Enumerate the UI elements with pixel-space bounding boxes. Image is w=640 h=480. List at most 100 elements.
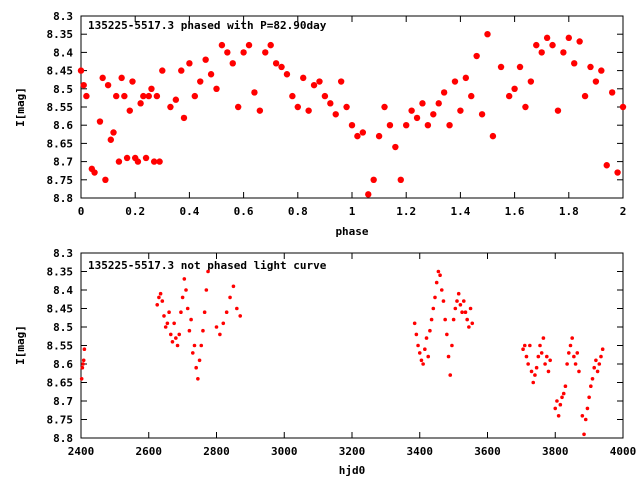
data-point [598, 67, 605, 74]
data-point [123, 154, 131, 162]
y-tick-label: 8.5 [53, 83, 73, 96]
data-point [172, 96, 180, 103]
data-point [467, 325, 471, 329]
data-point [468, 306, 473, 311]
data-point [439, 288, 444, 292]
data-point [549, 41, 556, 49]
data-point [170, 340, 175, 344]
data-point [96, 118, 104, 125]
data-point [179, 310, 183, 315]
data-point [403, 122, 410, 129]
data-point [81, 362, 85, 366]
data-point [148, 85, 155, 93]
data-point [107, 136, 115, 143]
data-point [558, 402, 563, 407]
unphased-light-curve-panel: 135225-5517.3 not phased light curve hjd… [14, 247, 636, 477]
data-point [585, 406, 590, 411]
data-point [587, 63, 594, 71]
data-point [461, 299, 466, 303]
data-point [204, 288, 209, 292]
data-point [157, 295, 161, 300]
y-tick-label: 8.45 [47, 303, 74, 316]
data-point [218, 332, 222, 337]
y-tick-label: 8.3 [53, 247, 73, 260]
data-point [199, 343, 204, 348]
data-point [359, 129, 367, 136]
data-point [137, 100, 144, 107]
data-point [180, 114, 188, 122]
data-point [245, 41, 253, 49]
data-point [91, 169, 98, 176]
data-point [256, 107, 264, 114]
data-point [589, 384, 593, 389]
x-tick-label: 0.2 [125, 205, 145, 218]
data-point [354, 132, 361, 140]
data-point [421, 362, 425, 366]
data-point [294, 103, 301, 111]
x-tick-label: 0.8 [288, 205, 308, 218]
y-tick-label: 8.5 [53, 321, 73, 334]
tick-group: 0 0.2 0.4 0.6 0.8 1 1.2 1.4 1.6 1.8 2 8.3 8.35 8.4 8.4… [47, 10, 627, 218]
data-point [167, 310, 171, 315]
y-axis-title: I[mag] [14, 325, 27, 365]
data-point [478, 111, 486, 118]
data-point [202, 56, 209, 63]
chart-title: 135225-5517.3 phased with P=82.90day [88, 19, 327, 32]
data-point [489, 132, 497, 140]
data-point [560, 49, 567, 56]
x-tick-label: 0.4 [179, 205, 199, 218]
x-tick-label: 3200 [339, 445, 366, 458]
x-tick-label: 0.6 [234, 205, 254, 218]
y-tick-label: 8.8 [53, 432, 73, 445]
data-point [429, 317, 434, 322]
data-point [174, 336, 178, 340]
data-point [433, 295, 437, 300]
y-tick-label: 8.6 [53, 358, 73, 371]
data-point [435, 100, 442, 107]
y-tick-label: 8.8 [53, 192, 73, 205]
y-tick-label: 8.55 [47, 101, 74, 114]
data-point [262, 49, 269, 56]
data-point [419, 100, 426, 107]
y-axis-title: I[mag] [14, 87, 27, 127]
data-point [337, 78, 345, 85]
data-point [430, 111, 437, 118]
data-point [197, 78, 204, 85]
data-point [458, 303, 463, 307]
data-point [428, 328, 432, 333]
y-tick-label: 8.65 [47, 377, 74, 390]
data-point [423, 347, 427, 352]
data-point [412, 321, 417, 326]
data-point [567, 351, 571, 355]
data-point [580, 414, 585, 418]
data-point [446, 122, 453, 129]
data-point [267, 41, 274, 49]
data-point [218, 41, 226, 49]
data-point [343, 103, 350, 111]
data-point [159, 67, 166, 74]
data-point [546, 369, 551, 374]
data-point [172, 321, 176, 326]
data-point [165, 321, 170, 326]
data-point [414, 332, 419, 337]
data-point [431, 306, 436, 311]
x-tick-label: 3400 [407, 445, 434, 458]
data-point [102, 176, 109, 183]
y-tick-label: 8.65 [47, 137, 74, 150]
data-point [413, 114, 421, 122]
data-point [576, 38, 583, 45]
data-point [224, 310, 229, 315]
data-point [556, 414, 561, 418]
data-point [560, 395, 564, 400]
data-point [408, 107, 415, 114]
data-point [561, 391, 566, 396]
data-point [99, 74, 106, 82]
data-point [150, 158, 158, 165]
data-point [206, 269, 210, 274]
y-tick-label: 8.3 [53, 10, 73, 23]
y-tick-label: 8.7 [53, 395, 73, 408]
data-point [80, 81, 87, 89]
data-point [451, 78, 459, 85]
data-point [201, 328, 205, 333]
